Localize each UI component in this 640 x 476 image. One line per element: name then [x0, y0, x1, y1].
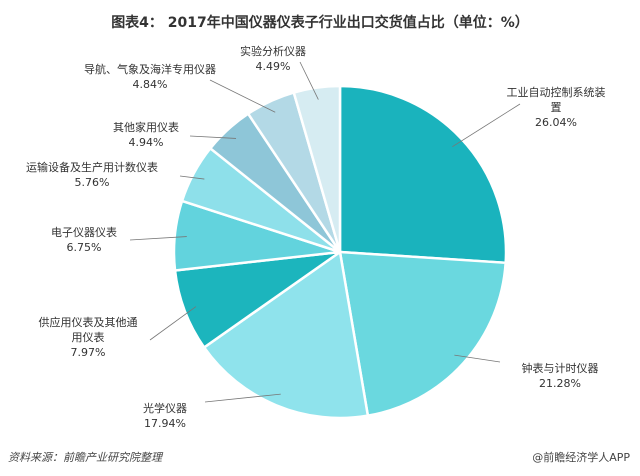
pie-slice: [338, 250, 507, 418]
leader-line: [209, 79, 276, 113]
leader-line: [454, 354, 501, 363]
slice-label: 导航、气象及海洋专用仪器: [84, 62, 216, 76]
slice-label: 供应用仪表及其他通: [39, 315, 138, 329]
slice-label: 运输设备及生产用计数仪表: [26, 160, 158, 174]
slice-label: 用仪表: [72, 330, 105, 344]
slice-value-label: 4.84%: [133, 78, 168, 91]
leader-line: [452, 103, 521, 148]
slice-label: 其他家用仪表: [113, 120, 179, 134]
slice-label: 电子仪器仪表: [51, 225, 117, 239]
slice-label: 钟表与计时仪器: [522, 361, 599, 375]
pie-slice: [292, 84, 342, 253]
chart-title: 图表4： 2017年中国仪器仪表子行业出口交货值占比（单位：%）: [111, 15, 529, 31]
slice-value-label: 7.97%: [71, 346, 106, 359]
leader-line: [179, 175, 205, 180]
slice-value-label: 17.94%: [144, 417, 186, 430]
slice-label: 光学仪器: [143, 401, 187, 415]
slice-label: 工业自动控制系统装: [507, 85, 606, 99]
slice-value-label: 21.28%: [539, 377, 581, 390]
leader-line: [129, 236, 187, 241]
slice-value-label: 26.04%: [535, 116, 577, 129]
credit: @前瞻经济学人APP: [532, 451, 630, 464]
pie-slice: [202, 249, 370, 420]
slice-value-label: 5.76%: [75, 176, 110, 189]
leader-line: [204, 393, 281, 403]
pie-slice: [338, 84, 508, 265]
slice-value-label: 4.49%: [256, 60, 291, 73]
source-note: 资料来源：前瞻产业研究院整理: [8, 451, 162, 464]
slice-label: 实验分析仪器: [240, 44, 306, 58]
leader-line: [189, 135, 237, 139]
slice-value-label: 6.75%: [67, 241, 102, 254]
slice-value-label: 4.94%: [129, 136, 164, 149]
leader-line: [149, 306, 197, 341]
leader-line: [299, 61, 319, 100]
slice-label: 置: [551, 101, 562, 114]
